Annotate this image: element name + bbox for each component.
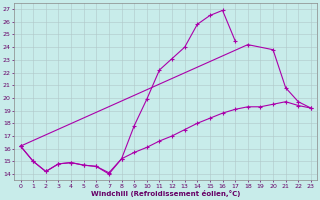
X-axis label: Windchill (Refroidissement éolien,°C): Windchill (Refroidissement éolien,°C) [91, 190, 240, 197]
